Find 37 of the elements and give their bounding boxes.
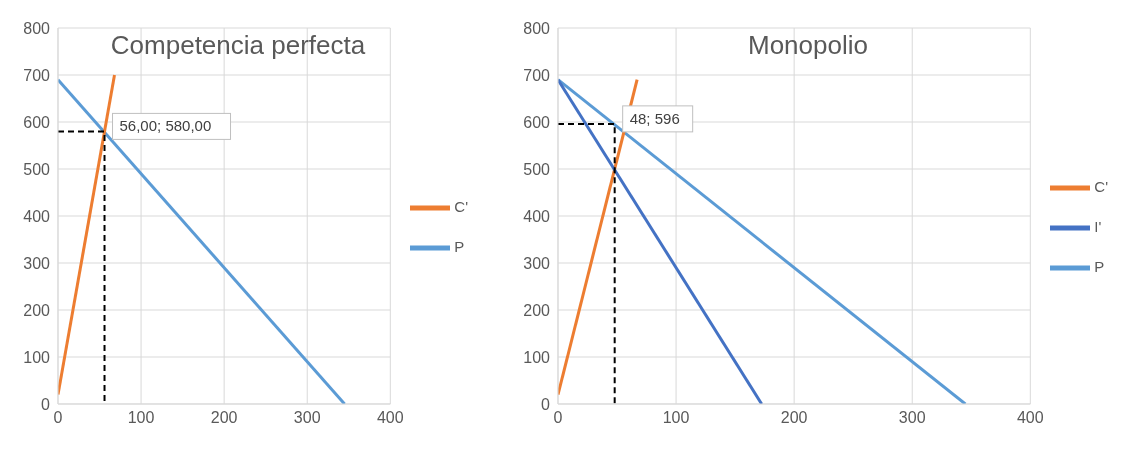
x-tick-label: 200 [210, 409, 238, 427]
legend-label: P [454, 237, 465, 255]
y-tick-label: 500 [523, 160, 551, 178]
x-tick-label: 400 [376, 409, 404, 427]
y-tick-label: 400 [23, 207, 51, 225]
y-tick-label: 300 [523, 254, 551, 272]
y-tick-label: 100 [523, 348, 551, 366]
x-tick-label: 400 [1016, 409, 1044, 427]
legend-label: I' [1094, 217, 1102, 235]
y-tick-label: 200 [523, 301, 551, 319]
y-tick-label: 700 [23, 66, 51, 84]
chart-title: Competencia perfecta [109, 30, 367, 61]
chart-title: Monopolio [747, 30, 869, 61]
x-tick-label: 0 [553, 409, 563, 427]
x-tick-label: 300 [898, 409, 926, 427]
legend-label: C' [454, 197, 468, 215]
y-tick-label: 600 [23, 113, 51, 131]
y-tick-label: 0 [541, 395, 551, 413]
y-tick-label: 300 [23, 254, 51, 272]
y-tick-label: 100 [23, 348, 51, 366]
x-tick-label: 100 [662, 409, 690, 427]
annotation: 48; 596 [629, 109, 680, 127]
y-tick-label: 800 [523, 19, 551, 37]
legend-label: P [1094, 257, 1105, 275]
y-tick-label: 800 [23, 19, 51, 37]
y-tick-label: 200 [23, 301, 51, 319]
x-tick-label: 200 [780, 409, 808, 427]
y-tick-label: 400 [523, 207, 551, 225]
legend-label: C' [1094, 177, 1108, 195]
y-tick-label: 500 [23, 160, 51, 178]
y-tick-label: 600 [523, 113, 551, 131]
annotation: 56,00; 580,00 [119, 117, 212, 135]
x-tick-label: 100 [127, 409, 155, 427]
y-tick-label: 700 [523, 66, 551, 84]
x-tick-label: 0 [53, 409, 63, 427]
x-tick-label: 300 [293, 409, 321, 427]
y-tick-label: 0 [41, 395, 51, 413]
